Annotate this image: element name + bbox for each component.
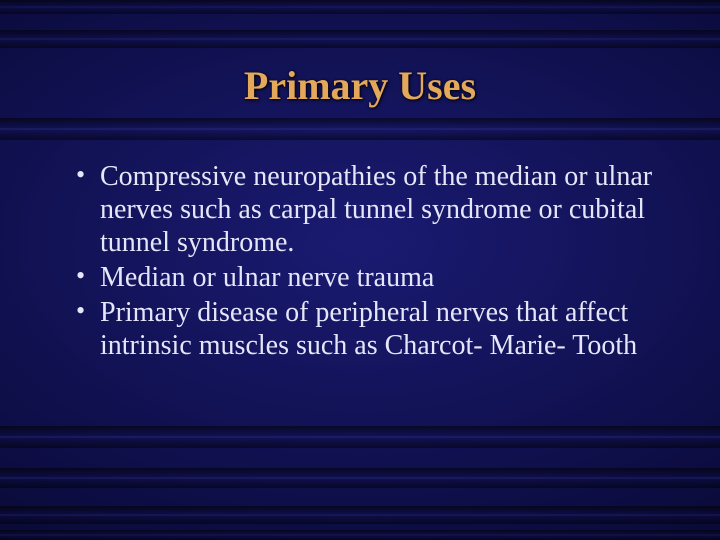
stripe (0, 118, 720, 140)
bullet-text: Median or ulnar nerve trauma (100, 262, 434, 293)
list-item: Compressive neuropathies of the median o… (72, 160, 660, 259)
stripe (0, 30, 720, 48)
slide-title: Primary Uses (0, 62, 720, 109)
stripe (0, 506, 720, 524)
stripe (0, 426, 720, 448)
list-item: Median or ulnar nerve trauma (72, 261, 660, 294)
list-item: Primary disease of peripheral nerves tha… (72, 296, 660, 362)
stripe (0, 0, 720, 14)
slide-body: Compressive neuropathies of the median o… (72, 160, 660, 364)
stripe (0, 530, 720, 540)
bullet-text: Compressive neuropathies of the median o… (100, 161, 652, 258)
bullet-list: Compressive neuropathies of the median o… (72, 160, 660, 362)
stripe (0, 468, 720, 488)
bullet-text: Primary disease of peripheral nerves tha… (100, 297, 637, 361)
slide: Primary Uses Compressive neuropathies of… (0, 0, 720, 540)
